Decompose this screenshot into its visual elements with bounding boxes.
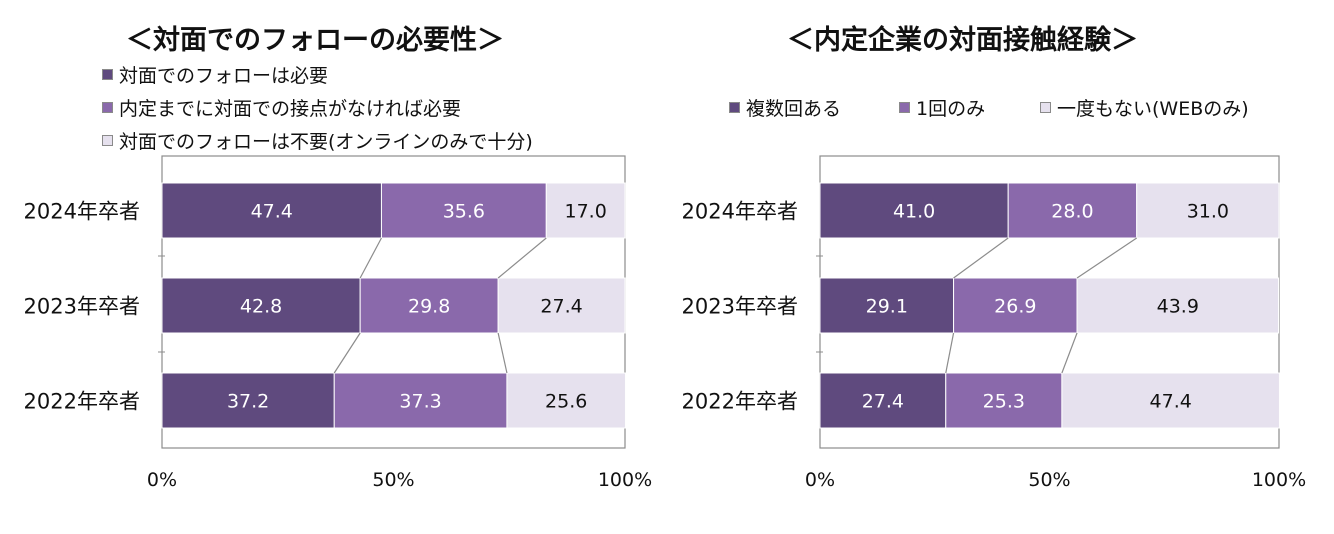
x-tick-label: 0% [147,469,177,491]
legend-item-right-2: 1回のみ [899,94,985,121]
bar-segment [161,372,335,429]
data-label: 47.4 [251,201,293,223]
series-connector [1061,332,1078,374]
series-connector [497,332,508,374]
bar-segment [945,372,1063,429]
bar-segment [1136,182,1280,239]
bar-segment [1061,372,1280,429]
legend-label: 1回のみ [916,98,986,120]
data-label: 37.3 [399,391,441,413]
series-connector [1076,237,1138,279]
x-tick-label: 50% [372,469,414,491]
x-tick-label: 50% [1028,469,1070,491]
series-connector [953,237,1009,279]
data-label: 43.9 [1157,296,1199,318]
legend-swatch [102,69,113,80]
legend-label: 対面でのフォローは必要 [119,65,329,87]
data-label: 26.9 [994,296,1036,318]
bar-segment [1076,277,1280,334]
category-label: 2024年卒者 [682,200,798,224]
bar-segment [161,277,361,334]
legend-label: 一度もない(WEBのみ) [1057,98,1249,120]
chart-title-right: ＜内定企業の対面接触経験＞ [787,25,1138,56]
bar-segment [1007,182,1138,239]
legend-swatch [102,102,113,113]
data-label: 31.0 [1187,201,1229,223]
data-label: 27.4 [540,296,582,318]
data-label: 37.2 [227,391,269,413]
bar-segment [333,372,508,429]
legend-label: 対面でのフォローは不要(オンラインのみで十分) [119,131,533,153]
data-label: 29.1 [866,296,908,318]
bar-segment [819,372,947,429]
data-label: 47.4 [1150,391,1192,413]
legend-swatch [102,135,113,146]
bar-segment [359,277,499,334]
bar-segment [819,182,1009,239]
x-tick-label: 100% [1252,469,1306,491]
series-connector [945,332,955,374]
legend-swatch [1040,102,1051,113]
category-label: 2022年卒者 [24,390,140,414]
legend-item-left-2: 内定までに対面での接点がなければ必要 [102,94,461,121]
x-tick-label: 100% [598,469,652,491]
data-label: 35.6 [443,201,485,223]
data-label: 41.0 [893,201,935,223]
category-label: 2023年卒者 [682,295,798,319]
legend-label: 内定までに対面での接点がなければ必要 [119,98,462,120]
category-label: 2024年卒者 [24,200,140,224]
x-tick-label: 0% [805,469,835,491]
series-connector [497,237,547,279]
data-label: 25.3 [983,391,1025,413]
bar-segment [161,182,382,239]
legend-item-left-1: 対面でのフォローは必要 [102,61,328,88]
legend-item-left-3: 対面でのフォローは不要(オンラインのみで十分) [102,127,533,154]
category-label: 2023年卒者 [24,295,140,319]
data-label: 25.6 [545,391,587,413]
bar-segment [953,277,1078,334]
bar-segment [545,182,626,239]
bar-segment [506,372,626,429]
legend-label: 複数回ある [746,98,842,120]
data-label: 28.0 [1051,201,1093,223]
chart-title-left: ＜対面でのフォローの必要性＞ [126,25,504,56]
data-label: 42.8 [240,296,282,318]
bar-segment [819,277,955,334]
category-label: 2022年卒者 [682,390,798,414]
series-connector [359,237,382,279]
data-label: 29.8 [408,296,450,318]
legend-item-right-3: 一度もない(WEBのみ) [1040,94,1249,121]
data-label: 27.4 [862,391,904,413]
bar-segment [380,182,547,239]
bar-segment [497,277,626,334]
legend-item-right-1: 複数回ある [729,94,841,121]
legend-swatch [899,102,910,113]
data-label: 17.0 [564,201,606,223]
series-connector [333,332,361,374]
legend-swatch [729,102,740,113]
